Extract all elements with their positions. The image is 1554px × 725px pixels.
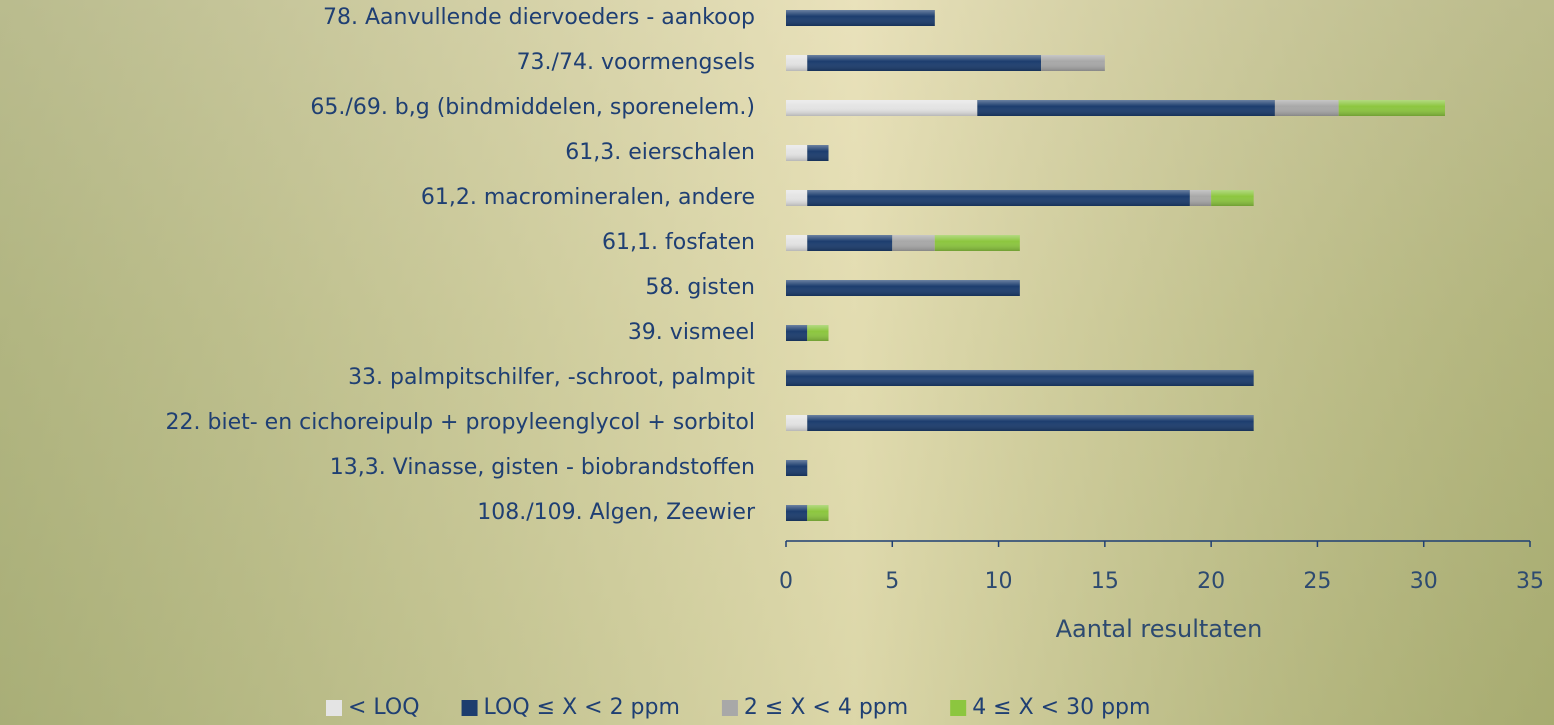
bar-shine (786, 325, 808, 341)
legend-label: 4 ≤ X < 30 ppm (972, 695, 1150, 720)
x-axis-label: Aantal resultaten (1056, 615, 1263, 643)
bar-shine (1041, 55, 1105, 71)
bar-shine (807, 325, 829, 341)
x-tick-label: 20 (1197, 569, 1225, 594)
bar-shine (786, 370, 1254, 386)
category-label: 61,2. macromineralen, andere (421, 185, 755, 210)
category-label: 39. vismeel (628, 320, 755, 345)
bar-shine (786, 145, 808, 161)
bar-shine (807, 415, 1254, 431)
category-label: 65./69. b,g (bindmiddelen, sporenelem.) (310, 95, 755, 120)
category-label: 58. gisten (645, 275, 755, 300)
bar-shine (786, 100, 978, 116)
legend-swatch (461, 700, 478, 716)
legend-label: < LOQ (348, 695, 420, 720)
bar-shine (786, 55, 808, 71)
legend-swatch (721, 700, 738, 716)
bar-shine (892, 235, 935, 251)
category-label: 13,3. Vinasse, gisten - biobrandstoffen (330, 455, 755, 480)
bar-shine (807, 505, 829, 521)
x-tick-label: 35 (1516, 569, 1544, 594)
category-label: 22. biet- en cichoreipulp + propyleengly… (166, 410, 755, 435)
legend-label: 2 ≤ X < 4 ppm (744, 695, 908, 720)
bar-shine (786, 235, 808, 251)
bar-shine (1274, 100, 1339, 116)
x-tick-label: 15 (1091, 569, 1119, 594)
category-label: 78. Aanvullende diervoeders - aankoop (323, 5, 755, 30)
bar-shine (977, 100, 1275, 116)
bar-shine (934, 235, 1020, 251)
x-tick-label: 0 (779, 569, 793, 594)
bar-shine (786, 10, 935, 26)
category-label: 73./74. voormengsels (517, 50, 755, 75)
bar-shine (807, 190, 1190, 206)
legend-swatch (326, 700, 342, 716)
bar-shine (1338, 100, 1445, 116)
category-label: 61,3. eierschalen (565, 140, 755, 165)
bar-shine (786, 415, 808, 431)
bar-shine (1211, 190, 1254, 206)
bar-shine (807, 235, 893, 251)
legend-swatch (950, 700, 967, 716)
x-tick-label: 10 (985, 569, 1013, 594)
bar-shine (786, 280, 1020, 296)
bar-shine (786, 460, 808, 476)
bar-shine (786, 190, 808, 206)
category-label: 61,1. fosfaten (602, 230, 755, 255)
category-label: 108./109. Algen, Zeewier (477, 500, 756, 525)
x-tick-label: 30 (1410, 569, 1438, 594)
bar-shine (807, 55, 1042, 71)
legend-label: LOQ ≤ X < 2 ppm (484, 695, 680, 720)
x-tick-label: 5 (885, 569, 899, 594)
x-tick-label: 25 (1303, 569, 1331, 594)
bar-shine (786, 505, 808, 521)
bar-shine (1189, 190, 1212, 206)
bar-shine (807, 145, 829, 161)
category-label: 33. palmpitschilfer, -schroot, palmpit (348, 365, 755, 390)
